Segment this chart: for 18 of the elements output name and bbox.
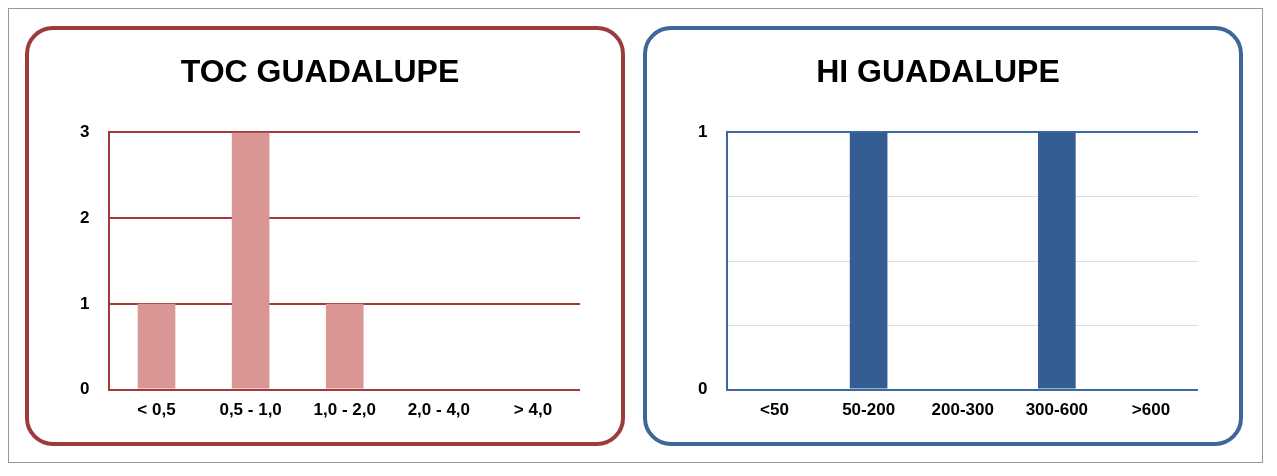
x-tick-label: 0,5 - 1,0 [219, 399, 282, 419]
y-tick-label: 1 [79, 293, 90, 313]
y-tick-label: 3 [79, 121, 90, 141]
x-tick-label: 1,0 - 2,0 [313, 399, 376, 419]
y-tick-label: 1 [697, 121, 708, 141]
y-tick-label: 0 [79, 378, 90, 398]
x-tick-label: >600 [1131, 399, 1171, 419]
x-tick-label: 50-200 [842, 399, 896, 419]
x-tick-label: 2,0 - 4,0 [407, 399, 471, 419]
y-tick-label: 2 [79, 207, 90, 227]
x-tick-label: <50 [760, 399, 789, 419]
chart-title: TOC GUADALUPE [180, 52, 460, 89]
x-tick-label: 200-300 [931, 399, 994, 419]
y-tick-label: 0 [697, 378, 708, 398]
chart-title: HI GUADALUPE [816, 52, 1060, 89]
x-tick-label: 300-600 [1025, 399, 1089, 419]
x-tick-label: < 0,5 [137, 399, 176, 419]
x-tick-label: > 4,0 [513, 399, 553, 419]
